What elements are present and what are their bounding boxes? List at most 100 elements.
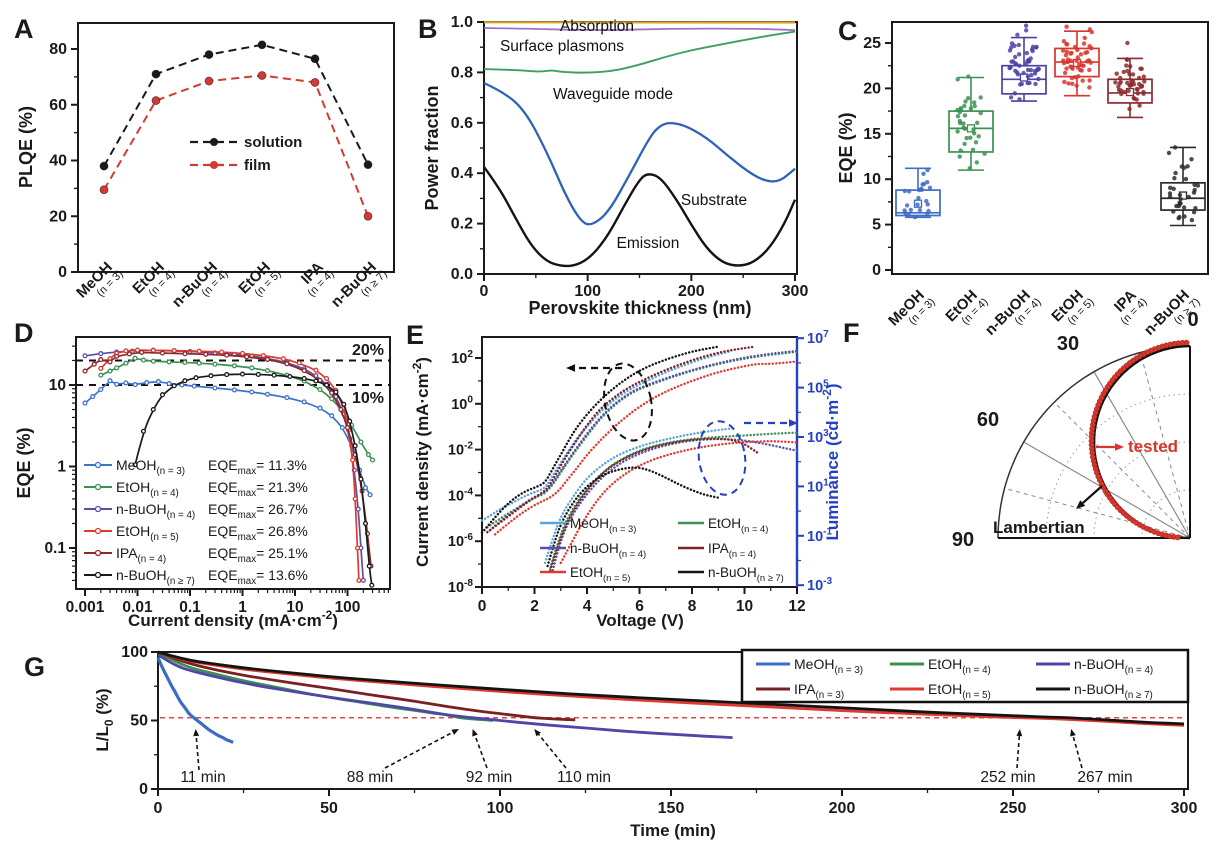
marker	[313, 378, 319, 384]
scatter-dot	[963, 99, 968, 104]
circle	[94, 461, 102, 469]
scatter-dot	[1021, 70, 1026, 76]
y-tick: 60	[49, 97, 67, 114]
circle	[94, 527, 102, 535]
marker	[182, 378, 188, 384]
tspan: 10	[448, 534, 464, 550]
tspan: 10	[286, 599, 303, 616]
tspan: (n = 3)	[834, 665, 863, 676]
scatter-dot	[926, 208, 931, 214]
scatter-dot	[925, 167, 930, 173]
tspan: )	[413, 357, 432, 363]
marker	[82, 368, 88, 374]
scatter-dot	[1089, 29, 1095, 35]
tspan: 0.2	[451, 216, 473, 233]
tspan: 10	[736, 598, 753, 615]
scatter-dot	[1023, 28, 1029, 33]
y-tick: 20	[863, 80, 881, 97]
tspan: 100	[121, 644, 148, 661]
scatter-dot	[966, 96, 971, 101]
scatter-dot	[1028, 56, 1033, 61]
series-L	[549, 437, 759, 572]
scatter-dot	[1078, 52, 1084, 57]
tspan: 0.1	[179, 599, 201, 616]
scatter-dot	[972, 103, 977, 109]
left-tick: 10-6	[448, 532, 474, 550]
right-axis-label: Luminance (cd·m-2)	[820, 384, 842, 541]
marker	[317, 405, 323, 411]
tspan: 200	[829, 800, 856, 817]
scatter-dot	[1018, 82, 1023, 87]
scatter-dot	[1183, 176, 1189, 182]
tspan: max	[238, 488, 257, 499]
marker	[182, 359, 188, 366]
tspan: max	[238, 576, 257, 587]
tspan: 0.8	[451, 64, 473, 81]
scatter-dot	[978, 95, 983, 100]
scatter-dot	[1081, 41, 1087, 46]
panel-label-d: D	[14, 318, 34, 348]
scatter-dot	[1034, 44, 1039, 50]
tspan: Time (min)	[630, 821, 716, 840]
scatter-dot	[1013, 54, 1018, 60]
marker	[196, 360, 202, 366]
tspan: L/L	[93, 726, 112, 752]
marker-solution	[99, 161, 109, 171]
y-tick: 50	[130, 713, 148, 730]
legend-label: IPA(n = 3)	[794, 681, 844, 701]
panel-label-b: B	[418, 14, 438, 44]
tspan: 10	[448, 580, 464, 596]
y-tick: 0.2	[451, 216, 473, 233]
marker	[219, 349, 225, 355]
marker-film	[257, 71, 267, 80]
scatter-dot	[1129, 78, 1134, 83]
tspan: Power fraction	[422, 85, 442, 210]
scatter-dot	[1028, 67, 1034, 73]
tspan: 80	[49, 41, 67, 58]
scatter-dot	[1177, 200, 1182, 205]
x-tick: 200	[678, 283, 705, 300]
panel-label-c: C	[838, 16, 858, 46]
left-tick: 100	[451, 395, 473, 413]
scatter-dot	[970, 147, 976, 152]
marker-film	[151, 96, 161, 105]
tspan: )	[823, 384, 842, 390]
box	[1160, 181, 1206, 211]
marker	[132, 355, 138, 361]
marker	[140, 428, 147, 434]
right-tick: 101	[807, 477, 829, 495]
scatter-dot	[958, 148, 963, 153]
marker	[82, 353, 88, 359]
x-tick: 250	[1000, 800, 1027, 817]
scatter-dot	[974, 160, 979, 165]
legend-label: EtOH(n = 4)	[116, 479, 179, 499]
scatter-dot	[1113, 80, 1118, 85]
legend-label: MeOH(n = 3)	[116, 457, 185, 477]
scatter-dot	[1009, 59, 1014, 64]
scatter-dot	[1118, 88, 1124, 93]
scatter-dot	[1130, 72, 1136, 77]
tspan: (n ≥ 7)	[1125, 690, 1153, 701]
scatter-dot	[955, 129, 960, 134]
y-tick: 1	[57, 459, 66, 476]
legend-label: IPA(n = 4)	[708, 541, 756, 559]
scatter-dot	[1167, 194, 1173, 199]
tspan: = 26.7%	[256, 501, 308, 517]
scatter-dot	[1129, 82, 1134, 88]
scatter-dot	[1070, 66, 1075, 71]
arrow	[538, 733, 567, 769]
scatter-dot	[1062, 79, 1067, 85]
marker	[239, 350, 246, 356]
marker	[301, 368, 307, 374]
series-solution	[103, 43, 369, 167]
marker-film	[99, 185, 109, 195]
marker	[271, 372, 277, 378]
scatter-dot	[1124, 57, 1130, 62]
scatter-dot	[1135, 91, 1141, 96]
y-axis-label: EQE (%)	[836, 112, 856, 183]
marker	[98, 351, 104, 357]
y-tick: 0	[58, 264, 67, 281]
